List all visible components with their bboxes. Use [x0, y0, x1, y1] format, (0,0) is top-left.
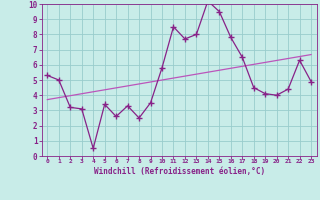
X-axis label: Windchill (Refroidissement éolien,°C): Windchill (Refroidissement éolien,°C)	[94, 167, 265, 176]
